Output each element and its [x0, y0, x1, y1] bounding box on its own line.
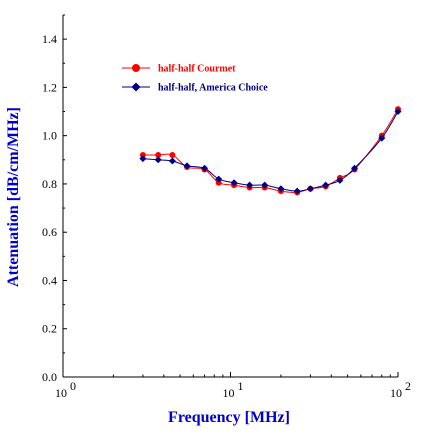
y-axis-title: Attenuation [dB/cm/MHz] [5, 107, 22, 287]
series [139, 108, 402, 195]
x-tick-label: 10 [55, 386, 67, 400]
data-point [215, 179, 222, 186]
series-layer [139, 106, 402, 196]
data-point [351, 164, 359, 172]
series [139, 106, 401, 196]
data-point [155, 151, 162, 158]
x-tick-exponent: 0 [70, 379, 76, 393]
y-tick-label: 1.2 [42, 80, 57, 94]
data-point [201, 164, 209, 172]
data-point [394, 108, 402, 116]
x-tick-exponent: 2 [405, 379, 411, 393]
legend-label: half-half Courmet [158, 64, 236, 75]
y-tick-label: 0.0 [42, 370, 57, 384]
data-point [378, 134, 386, 142]
data-point [154, 156, 162, 164]
data-point [139, 151, 146, 158]
legend: half-half Courmet half-half, America Choi… [122, 64, 268, 94]
data-point [230, 179, 238, 187]
legend-label: half-half, America Choice [158, 83, 268, 94]
data-point [322, 181, 330, 189]
data-point [261, 181, 269, 189]
y-tick-label: 0.8 [42, 177, 57, 191]
data-point [139, 155, 147, 163]
data-point [131, 82, 141, 92]
x-tick-label: 10 [390, 386, 402, 400]
y-tick-label: 1.4 [42, 32, 57, 46]
data-point [215, 175, 223, 183]
y-tick-label: 0.4 [42, 273, 57, 287]
data-point [168, 157, 176, 165]
axes: 0.00.20.40.60.81.01.21.410 0 10 1 10 2 [42, 14, 411, 400]
data-point [183, 162, 191, 170]
x-tick-exponent: 1 [238, 379, 244, 393]
y-tick-label: 0.2 [42, 322, 57, 336]
x-axis-title: Frequency [MHz] [168, 409, 290, 426]
data-point [306, 185, 314, 193]
data-point [293, 187, 301, 195]
y-tick-label: 0.6 [42, 225, 57, 239]
series-line [142, 111, 399, 192]
data-point [277, 185, 285, 193]
x-tick-label: 10 [223, 386, 235, 400]
data-point [132, 64, 140, 72]
series-line [142, 108, 399, 193]
data-point [169, 151, 176, 158]
y-tick-label: 1.0 [42, 129, 57, 143]
data-point [336, 176, 344, 184]
data-point [246, 181, 254, 189]
